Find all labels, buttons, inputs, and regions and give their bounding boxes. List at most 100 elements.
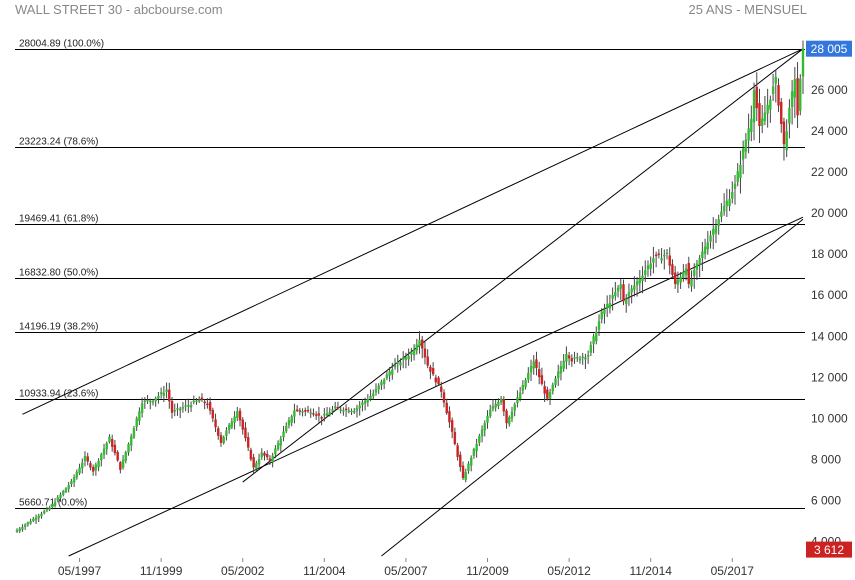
candle: [516, 390, 519, 408]
candle: [143, 397, 147, 409]
candle: [589, 341, 593, 357]
candle: [733, 175, 737, 205]
candle: [693, 263, 696, 289]
value-badges: 28 005 3 612: [806, 40, 852, 558]
candle: [59, 492, 62, 502]
candle: [21, 524, 24, 532]
candle: [15, 528, 19, 533]
y-tick-label: 6 000: [811, 494, 841, 508]
candle: [110, 434, 114, 452]
candle: [769, 95, 772, 123]
candle: [739, 150, 742, 194]
trendline: [68, 216, 804, 557]
candle: [83, 451, 87, 467]
candle: [603, 303, 606, 324]
candle: [712, 217, 715, 250]
candle: [276, 440, 280, 451]
y-tick-label: 8 000: [811, 452, 841, 466]
candle: [181, 402, 185, 413]
y-tick-label: 22 000: [811, 165, 848, 179]
candle: [404, 352, 408, 369]
candle: [372, 389, 375, 400]
candle: [437, 375, 440, 386]
x-tick-label: 11/2014: [629, 564, 672, 578]
candle: [159, 387, 163, 399]
candle: [208, 397, 212, 415]
candle: [255, 460, 258, 472]
candle: [178, 406, 182, 419]
candle: [146, 394, 149, 405]
candle: [722, 193, 726, 216]
candle: [682, 264, 685, 282]
candle: [217, 426, 220, 440]
candle: [121, 455, 125, 470]
candle: [679, 272, 682, 289]
candle: [192, 395, 195, 405]
candle: [690, 270, 693, 292]
chart-period: 25 ANS - MENSUEL: [688, 2, 808, 17]
candle: [162, 385, 166, 403]
candle: [301, 408, 304, 417]
candle: [431, 362, 435, 377]
candle: [306, 405, 310, 413]
candle: [761, 105, 764, 134]
candle: [747, 113, 750, 154]
candle: [287, 416, 291, 429]
candle: [774, 69, 778, 103]
candle: [249, 447, 253, 462]
candle: [42, 509, 46, 515]
candle: [271, 452, 274, 468]
candle: [567, 352, 571, 366]
candle: [752, 82, 756, 141]
candle: [200, 393, 204, 402]
candle: [469, 455, 473, 472]
chart-title: WALL STREET 30 - abcbourse.com: [15, 2, 223, 17]
candle: [467, 461, 470, 474]
candle: [673, 265, 677, 289]
x-tick-label: 05/2002: [221, 564, 265, 578]
y-tick-label: 16 000: [811, 288, 848, 302]
candle: [72, 474, 76, 487]
candle: [56, 494, 59, 503]
candle: [266, 450, 269, 461]
y-tick-label: 10 000: [811, 411, 848, 425]
candle: [796, 62, 799, 128]
candle: [584, 353, 587, 370]
candle: [244, 422, 247, 442]
candle: [698, 254, 701, 278]
candle: [684, 264, 688, 281]
candle: [320, 415, 323, 426]
candle: [709, 230, 712, 249]
candle: [478, 433, 481, 446]
candle: [91, 464, 95, 476]
candle: [113, 439, 117, 456]
y-tick-label: 18 000: [811, 247, 848, 261]
candle: [211, 407, 215, 423]
candle: [630, 284, 633, 304]
candle: [627, 283, 631, 306]
candle: [418, 331, 421, 354]
candle: [660, 248, 663, 264]
candle: [198, 396, 201, 404]
candle: [440, 381, 443, 398]
date-axis: 05/1997 11/1999 05/2002 11/2004 05/2007 11/20…: [58, 558, 754, 578]
candle: [75, 469, 79, 480]
candle: [37, 513, 40, 522]
candle: [799, 74, 802, 116]
candle: [86, 452, 89, 466]
candle: [304, 407, 307, 417]
fibonacci-label: 23223.24 (78.6%): [19, 137, 99, 148]
candle: [453, 427, 457, 446]
candle: [464, 468, 467, 483]
candle: [766, 88, 769, 128]
candle: [342, 407, 345, 416]
candle: [407, 348, 410, 366]
candle: [314, 411, 318, 420]
fibonacci-levels: 28004.89 (100.0%) 23223.24 (78.6%) 19469.4…: [15, 39, 805, 509]
candle: [116, 450, 119, 462]
candle: [586, 350, 590, 364]
candle: [597, 314, 601, 336]
candle: [206, 398, 209, 409]
candle: [714, 218, 718, 244]
